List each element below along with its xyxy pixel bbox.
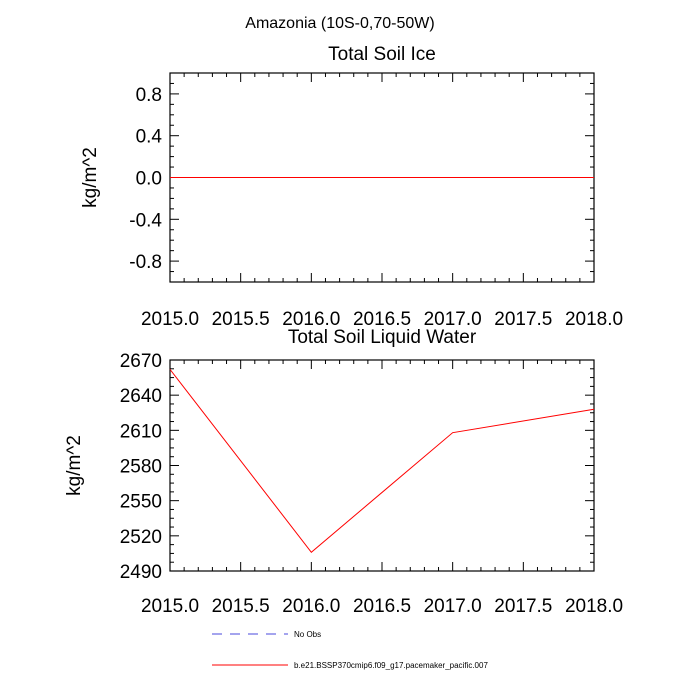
legend-label-model-run: b.e21.BSSP370cmip6.f09_g17.pacemaker_pac… <box>294 661 488 670</box>
chart-title: Total Soil Liquid Water <box>288 327 477 348</box>
chart-panel-soil-liquid-water: Total Soil Liquid Water kg/m^2 2015.0 2015.… <box>64 327 623 617</box>
y-tick-label: 2670 <box>120 351 162 372</box>
x-tick-label: 2016.0 <box>282 596 340 617</box>
y-tick-label: 2550 <box>120 492 162 513</box>
y-tick-label: 2520 <box>120 527 162 548</box>
x-tick-label: 2018.0 <box>565 309 623 330</box>
y-tick-label: -0.8 <box>129 252 162 273</box>
x-tick-label: 2017.0 <box>424 309 482 330</box>
chart-title: Total Soil Ice <box>328 44 436 65</box>
legend-entry-no-obs: No Obs <box>212 630 321 639</box>
x-tick-label: 2015.5 <box>212 309 270 330</box>
x-tick-label: 2016.5 <box>353 309 411 330</box>
chart-panel-soil-ice: Total Soil Ice kg/m^2 2015.0 2015.5 2016.0 20… <box>80 44 623 330</box>
x-tick-label: 2015.5 <box>212 596 270 617</box>
y-tick-label: 2610 <box>120 421 162 442</box>
y-tick-label: 2580 <box>120 457 162 478</box>
y-tick-label: 2490 <box>120 562 162 583</box>
y-tick-label: 2640 <box>120 386 162 407</box>
series-line <box>169 369 595 553</box>
y-axis-label: kg/m^2 <box>80 147 101 208</box>
x-tick-label: 2017.0 <box>424 596 482 617</box>
x-tick-label: 2017.5 <box>494 596 552 617</box>
y-tick-label: -0.4 <box>129 210 162 231</box>
figure-title: Amazonia (10S-0,70-50W) <box>245 15 434 32</box>
y-tick-label: 0.4 <box>136 127 163 148</box>
legend-label-no-obs: No Obs <box>294 630 321 639</box>
x-tick-label: 2017.5 <box>494 309 552 330</box>
plot-frame <box>169 359 595 572</box>
y-axis-label: kg/m^2 <box>64 435 85 496</box>
x-tick-label: 2015.0 <box>141 309 199 330</box>
legend: No Obs b.e21.BSSP370cmip6.f09_g17.pacema… <box>212 630 488 670</box>
x-tick-label: 2016.0 <box>282 309 340 330</box>
legend-entry-model-run: b.e21.BSSP370cmip6.f09_g17.pacemaker_pac… <box>212 661 488 670</box>
x-tick-label: 2018.0 <box>565 596 623 617</box>
x-tick-label: 2015.0 <box>141 596 199 617</box>
y-tick-label: 0.8 <box>136 85 162 106</box>
x-tick-label: 2016.5 <box>353 596 411 617</box>
y-tick-label: 0.0 <box>136 169 162 190</box>
